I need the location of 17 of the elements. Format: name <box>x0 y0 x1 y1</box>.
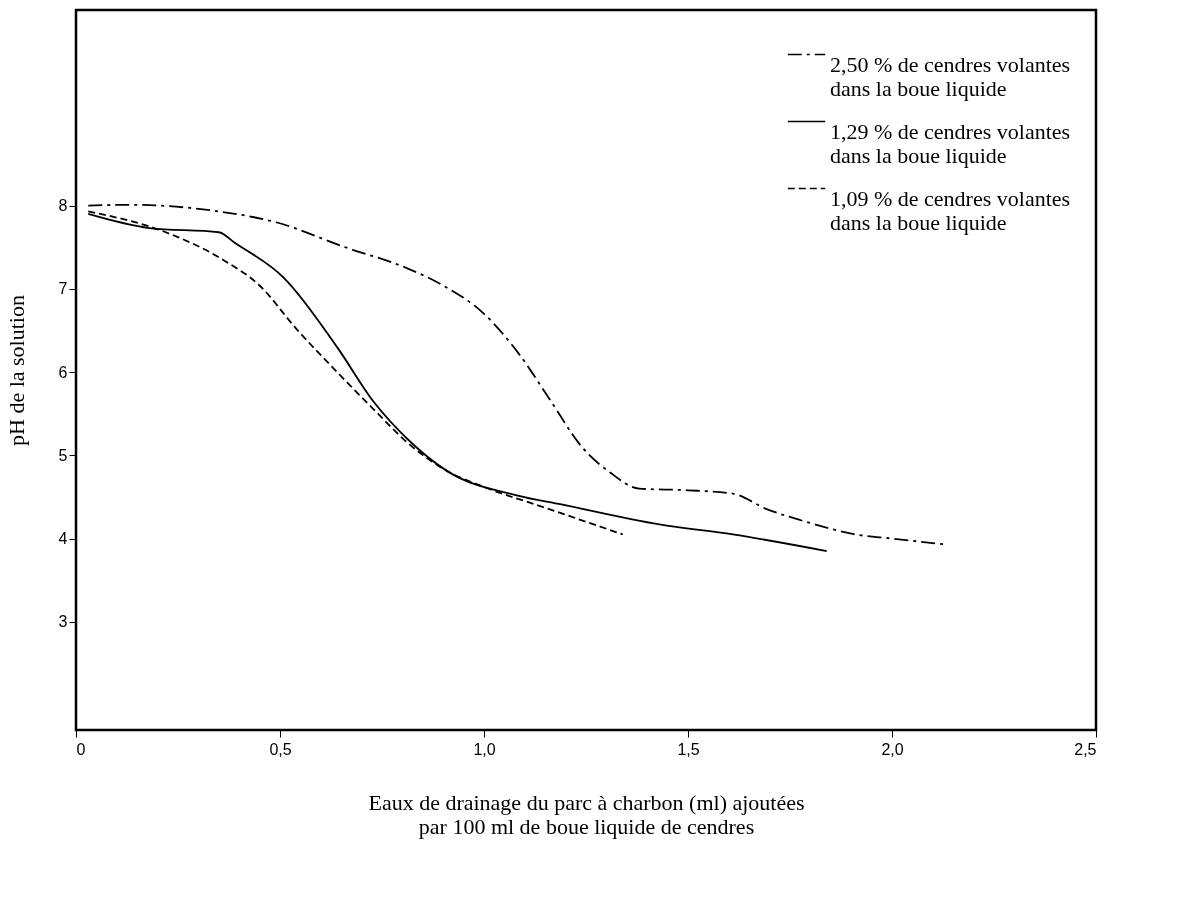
x-tick-label: 1,0 <box>473 740 496 758</box>
x-tick-label: 0 <box>76 740 86 758</box>
x-tick-label: 1,5 <box>677 740 700 758</box>
x-tick-label: 0,5 <box>269 740 292 758</box>
y-axis-title: pH de la solution <box>3 295 29 446</box>
y-tick-label: 8 <box>58 197 68 215</box>
legend-label: 1,09 % de cendres volantes dans la boue liquide <box>830 185 1071 235</box>
legend-label: 2,50 % de cendres volantes dans la boue liquide <box>830 51 1071 101</box>
x-axis-title: Eaux de drainage du parc à charbon (ml) ajoutées par 100 ml de boue liquide de cendres <box>368 789 805 839</box>
y-tick-label: 3 <box>58 613 68 631</box>
x-tick-label: 2,5 <box>1074 740 1097 758</box>
y-tick-label: 4 <box>58 530 68 548</box>
x-tick-label: 2,0 <box>881 740 904 758</box>
y-tick-label: 6 <box>58 363 68 381</box>
y-tick-label: 7 <box>58 280 68 298</box>
legend-label: 1,29 % de cendres volantes dans la boue liquide <box>830 118 1071 168</box>
y-tick-label: 5 <box>58 446 68 464</box>
